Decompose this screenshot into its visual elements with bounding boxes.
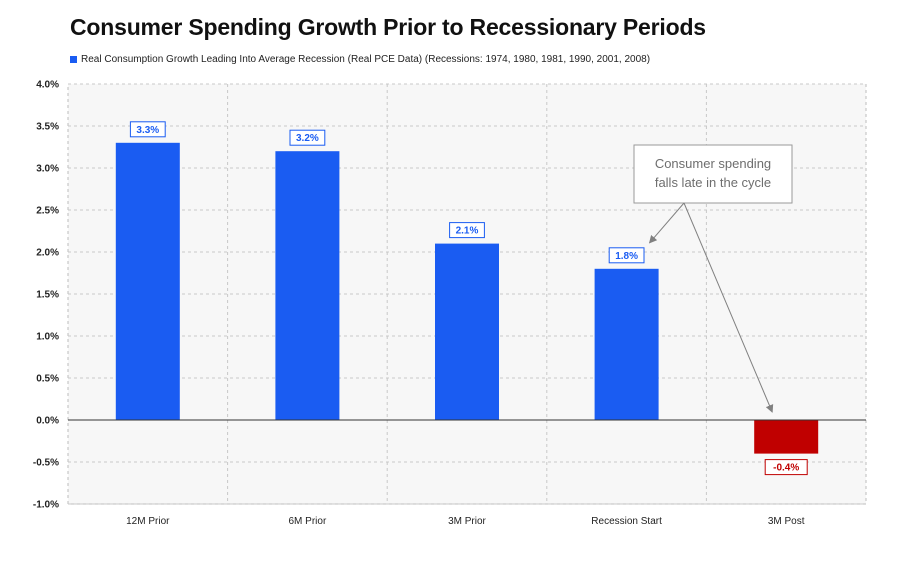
annotation-arrow [683,202,774,413]
x-tick-label: 3M Post [768,516,805,527]
bar [754,420,819,454]
data-label-box [289,129,326,146]
x-tick-label: 6M Prior [289,516,327,527]
y-tick-label: 3.5% [36,122,59,133]
x-tick-label: 3M Prior [448,516,486,527]
data-label: 1.8% [615,251,638,262]
y-tick-label: 3.0% [36,164,59,175]
data-label: 2.1% [456,226,479,237]
x-tick-label: Recession Start [591,516,662,527]
data-label: 3.2% [296,133,319,144]
annotation-arrow [648,202,685,244]
bar [115,142,180,421]
data-label: 3.3% [136,125,159,136]
y-tick-label: -0.5% [33,458,59,469]
y-tick-label: -1.0% [33,500,59,511]
bar [435,243,499,420]
data-label-box [129,121,166,138]
data-label-box [449,222,485,239]
y-tick-label: 1.0% [36,332,59,343]
bar [275,151,340,420]
y-tick-label: 1.5% [36,290,59,301]
annotation-text: Consumer spending [655,156,771,171]
chart-title: Consumer Spending Growth Prior to Recess… [70,14,706,40]
annotation-box [633,144,793,204]
data-label-box [764,459,808,476]
annotation-text: falls late in the cycle [655,175,771,190]
data-label-box [608,247,645,264]
y-tick-label: 2.0% [36,248,59,259]
y-tick-label: 0.0% [36,416,59,427]
x-tick-label: 12M Prior [126,516,170,527]
legend-label: Real Consumption Growth Leading Into Ave… [81,54,651,65]
legend: Real Consumption Growth Leading Into Ave… [70,54,650,65]
y-tick-label: 4.0% [36,80,59,91]
y-tick-label: 0.5% [36,374,59,385]
bar [594,268,659,420]
legend-swatch [70,56,77,63]
y-tick-label: 2.5% [36,206,59,217]
data-label: -0.4% [773,463,799,474]
